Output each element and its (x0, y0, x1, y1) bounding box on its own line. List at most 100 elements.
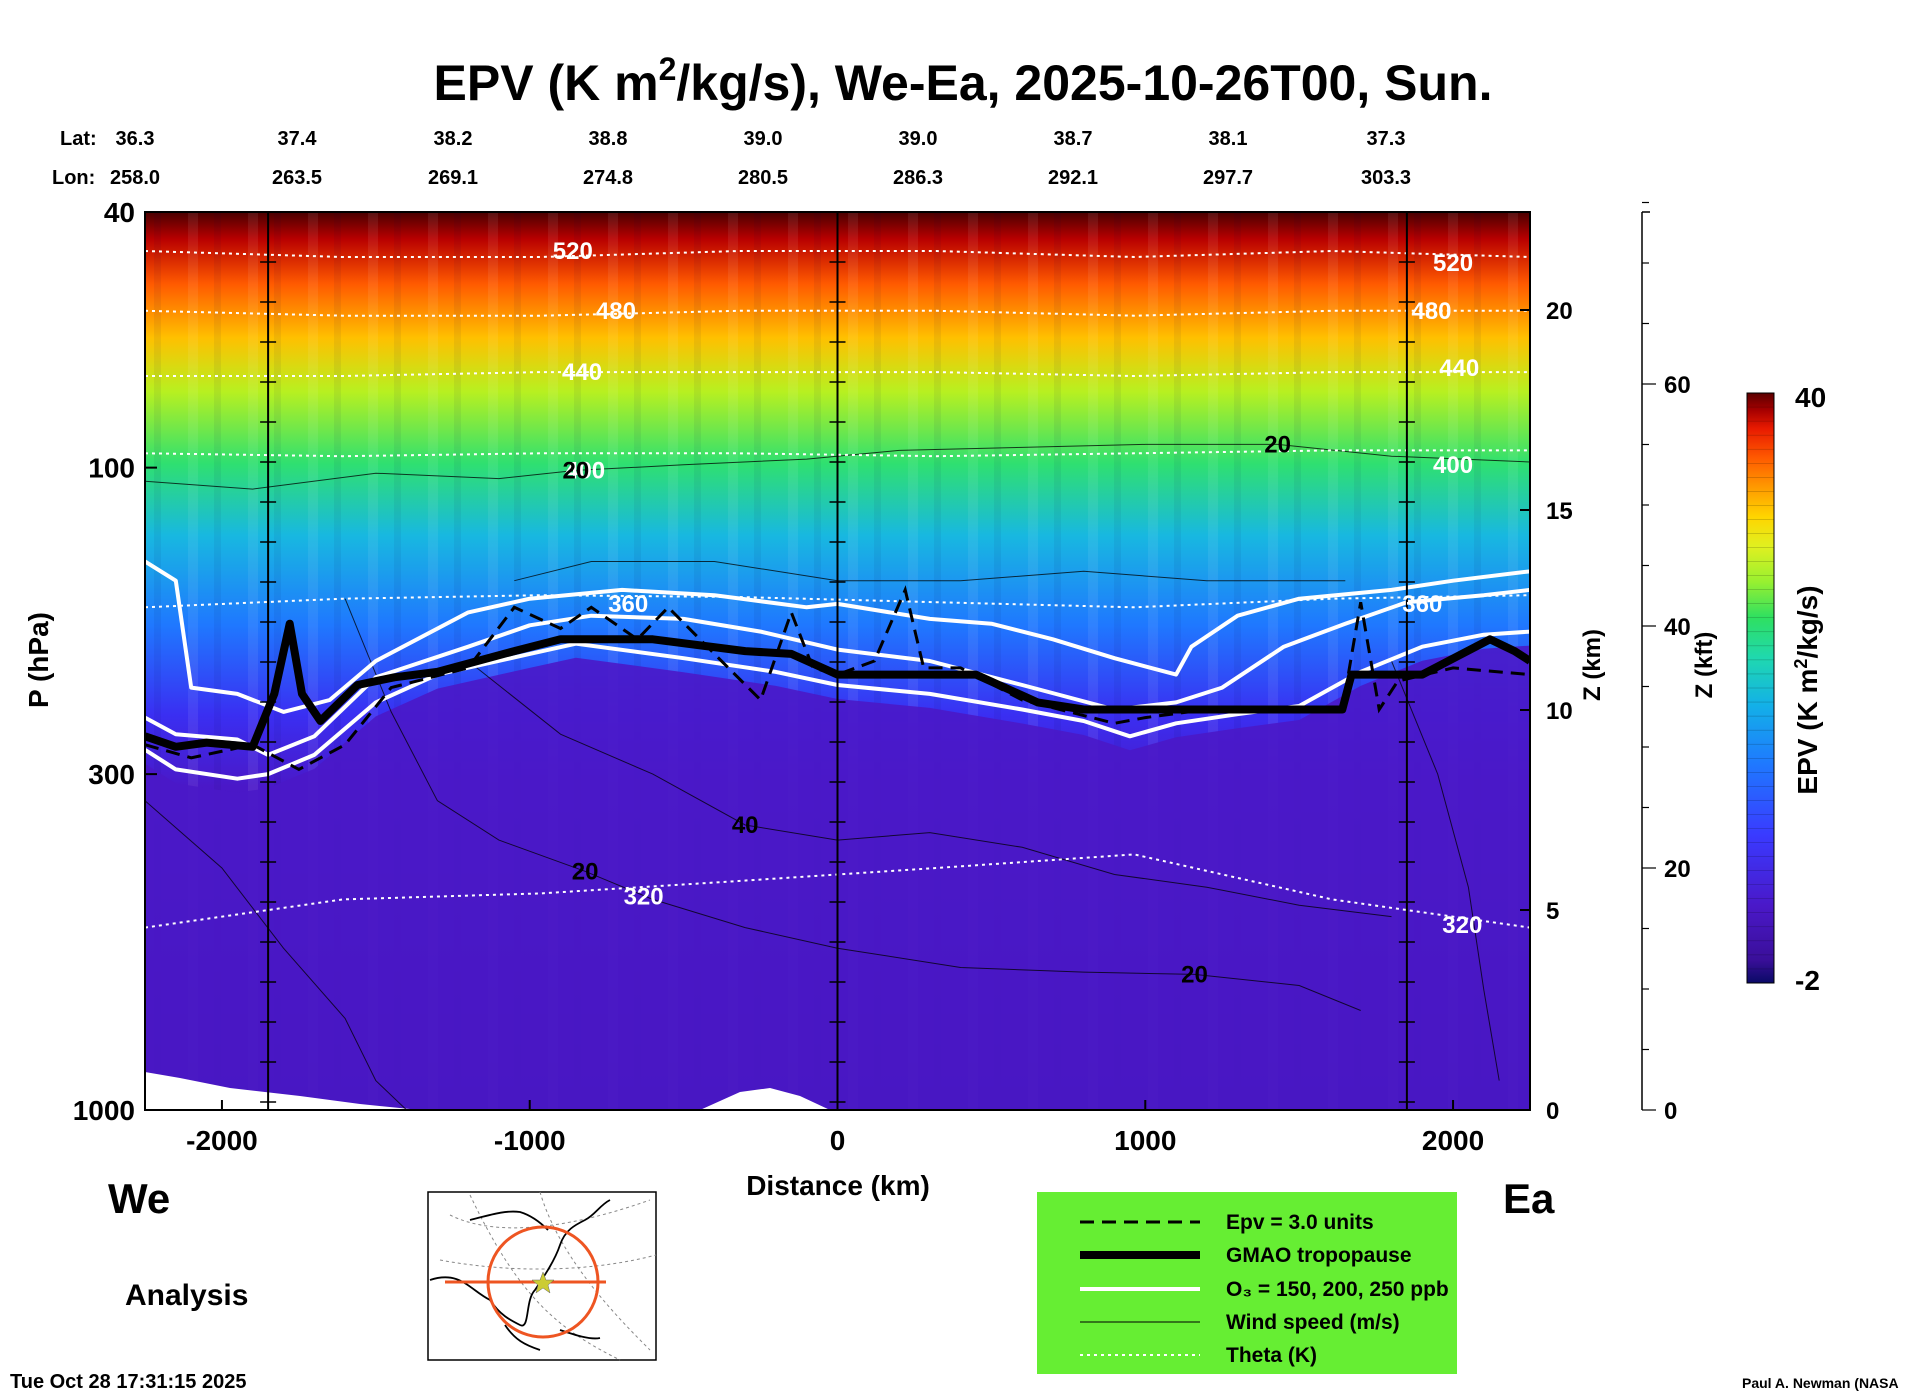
lat-value: 36.3 (116, 128, 155, 150)
theta-label: 480 (1411, 298, 1451, 325)
lon-value: 297.7 (1203, 167, 1253, 189)
colorbar-max-label: 40 (1795, 382, 1826, 413)
lon-row-label: Lon: (52, 167, 95, 189)
y-tick-label: 300 (88, 759, 135, 790)
legend-label-ozone: O₃ = 150, 200, 250 ppb (1226, 1278, 1449, 1301)
lat-value: 39.0 (744, 128, 783, 150)
z-kft-axis-label: Z (kft) (1691, 632, 1718, 699)
map-center-star-icon (531, 1271, 555, 1294)
colorbar (1746, 392, 1775, 984)
wind-contour-labels: 20 20 40 20 20 (563, 431, 1291, 988)
wind-contour (145, 800, 407, 1110)
z-kft-tick-label: 40 (1664, 614, 1691, 641)
lon-value: 292.1 (1048, 167, 1098, 189)
z-km-tick-label: 15 (1546, 498, 1573, 525)
lon-value: 274.8 (583, 167, 633, 189)
x-tick-label: 1000 (1114, 1125, 1176, 1156)
lat-lon-labels: 36.3 37.4 38.2 38.8 39.0 39.0 38.7 38.1 37.3 258.… (110, 128, 1411, 189)
x-axis: -2000 -1000 0 1000 2000 (186, 1100, 1484, 1156)
wind-label: 20 (1264, 431, 1291, 458)
east-label: Ea (1503, 1175, 1555, 1222)
lat-value: 39.0 (899, 128, 938, 150)
z-km-tick-label: 0 (1546, 1098, 1559, 1125)
x-axis-label: Distance (km) (746, 1170, 930, 1201)
z-km-axis-label: Z (km) (1579, 629, 1606, 701)
theta-label: 360 (1402, 591, 1442, 618)
ozone-contour (145, 587, 1530, 757)
theta-label: 400 (565, 457, 605, 484)
theta-contour-360 (145, 594, 1530, 609)
gmao-tropopause-line (145, 619, 1530, 751)
analysis-label: Analysis (125, 1279, 248, 1312)
wind-label: 20 (572, 858, 599, 885)
theta-label: 400 (1433, 452, 1473, 479)
colorbar-ticks (1747, 392, 1774, 984)
lon-value: 280.5 (738, 167, 788, 189)
lat-value: 38.8 (589, 128, 628, 150)
west-label: We (108, 1175, 170, 1222)
x-tick-label: 2000 (1422, 1125, 1484, 1156)
legend-label-theta: Theta (K) (1226, 1344, 1317, 1367)
theta-label: 520 (1433, 250, 1473, 277)
legend: Epv = 3.0 units GMAO tropopause O₃ = 150… (1037, 1192, 1457, 1374)
terrain-mask-left (145, 1072, 420, 1110)
wind-contour (344, 598, 1361, 1011)
y-tick-label: 40 (104, 197, 135, 228)
y-axis-label: P (hPa) (23, 612, 54, 708)
wind-contour (514, 561, 1346, 582)
theta-contour-labels: 520 520 480 480 440 440 400 400 360 360 320 320 (553, 238, 1483, 939)
lat-value: 38.7 (1054, 128, 1093, 150)
lon-value: 258.0 (110, 167, 160, 189)
z-km-axis: 0 5 10 15 20 (1520, 298, 1573, 1125)
legend-label-wind: Wind speed (m/s) (1226, 1311, 1400, 1334)
chart-title: EPV (K m2/kg/s), We-Ea, 2025-10-26T00, S… (434, 51, 1493, 111)
lat-value: 37.3 (1367, 128, 1406, 150)
legend-label-epv: Epv = 3.0 units (1226, 1211, 1374, 1234)
lon-value: 286.3 (893, 167, 943, 189)
lat-value: 37.4 (278, 128, 318, 150)
x-tick-label: 0 (830, 1125, 846, 1156)
z-km-tick-label: 20 (1546, 298, 1573, 325)
theta-label: 520 (553, 238, 593, 265)
theta-label: 440 (562, 359, 602, 386)
z-kft-tick-label: 0 (1664, 1098, 1677, 1125)
inset-map (427, 1191, 657, 1361)
wind-contour (467, 660, 1392, 918)
colorbar-min-label: -2 (1795, 965, 1820, 996)
vertical-reference-lines (260, 212, 1415, 1110)
legend-label-tropopause: GMAO tropopause (1226, 1244, 1412, 1267)
theta-label: 320 (624, 883, 664, 910)
timestamp: Tue Oct 28 17:31:15 2025 (10, 1371, 246, 1393)
x-tick-label: -1000 (494, 1125, 566, 1156)
credit: Paul A. Newman (NASA (1742, 1375, 1899, 1391)
wind-label: 20 (563, 457, 590, 484)
lat-value: 38.1 (1209, 128, 1248, 150)
lon-value: 263.5 (272, 167, 322, 189)
z-kft-axis: 0 20 40 60 (1641, 201, 1691, 1125)
x-tick-label: -2000 (186, 1125, 258, 1156)
wind-contour (1391, 660, 1500, 1081)
wind-label: 20 (1181, 961, 1208, 988)
y-tick-label: 100 (88, 453, 135, 484)
y-axis-pressure: 1000 300 100 40 (73, 197, 157, 1126)
lon-value: 269.1 (428, 167, 478, 189)
theta-label: 360 (608, 591, 648, 618)
lon-value: 303.3 (1361, 167, 1411, 189)
y-tick-label: 1000 (73, 1095, 135, 1126)
wind-speed-contours (145, 443, 1530, 1110)
lat-row-label: Lat: (60, 128, 97, 150)
z-kft-tick-label: 20 (1664, 856, 1691, 883)
lat-value: 38.2 (434, 128, 473, 150)
map-coastlines (429, 1199, 611, 1351)
colorbar-label: EPV (K m2/kg/s) (1791, 585, 1823, 794)
wind-contour (145, 443, 1530, 490)
z-km-tick-label: 5 (1546, 898, 1559, 925)
z-kft-tick-label: 60 (1664, 372, 1691, 399)
theta-label: 440 (1439, 355, 1479, 382)
theta-label: 480 (596, 298, 636, 325)
terrain-mask-center (700, 1088, 830, 1110)
z-km-tick-label: 10 (1546, 698, 1573, 725)
ozone-contour (145, 559, 1530, 714)
